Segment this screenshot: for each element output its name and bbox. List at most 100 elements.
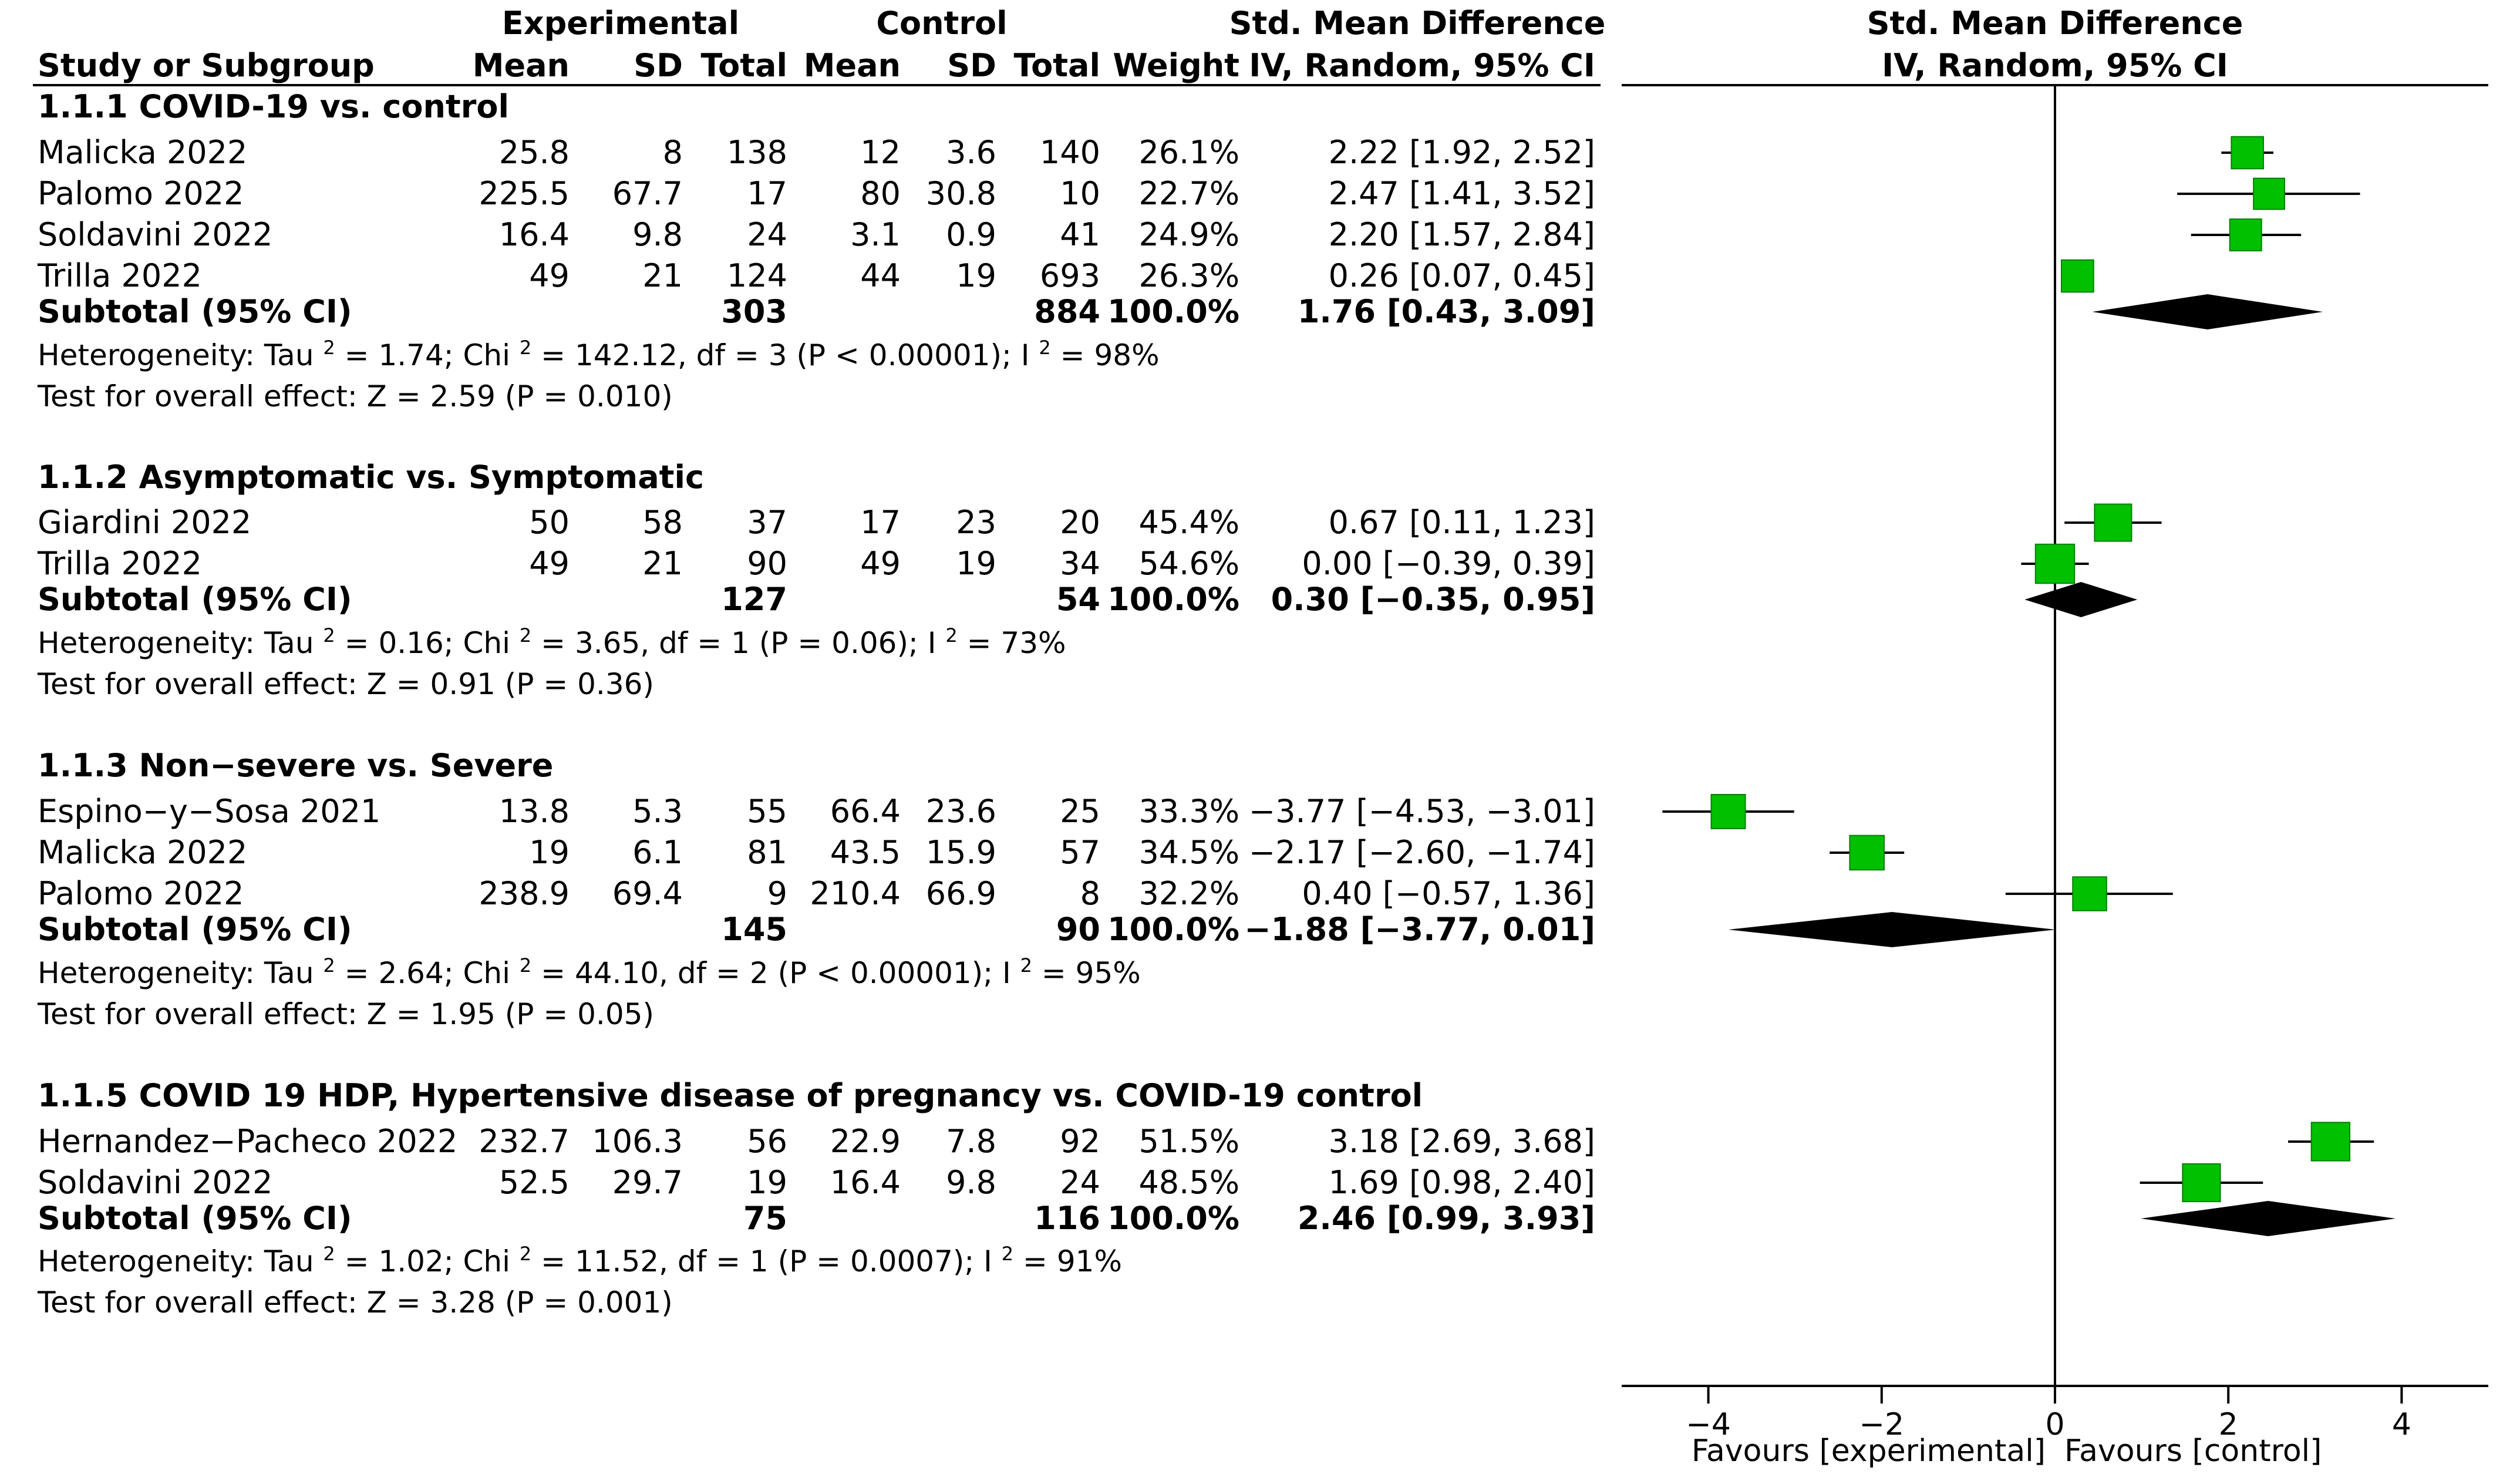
subtotal-total-experimental: 75 <box>743 1200 787 1237</box>
sd-experimental: 21 <box>642 545 683 582</box>
study-name: Palomo 2022 <box>38 175 244 212</box>
total-control: 10 <box>1060 175 1100 212</box>
sd-control: 30.8 <box>926 175 996 212</box>
subtotal-total-experimental: 145 <box>721 911 787 948</box>
mean-control: 210.4 <box>810 875 901 912</box>
study-name: Hernandez−Pacheco 2022 <box>38 1123 457 1160</box>
study-row: Hernandez−Pacheco 2022 232.7 106.3 56 22.9 7.… <box>38 1123 1595 1160</box>
subtotal-label: Subtotal (95% CI) <box>38 1200 352 1237</box>
sd-e-header: SD <box>634 47 683 84</box>
subgroup-title: 1.1.2 Asymptomatic vs. Symptomatic <box>38 459 704 496</box>
study-row: Giardini 2022 50 58 37 17 23 20 45.4% 0.67 [0.11… <box>38 504 1595 541</box>
mean-experimental: 52.5 <box>499 1164 570 1201</box>
heterogeneity-part: = 11.52, df = 1 (P = 0.0007); I <box>531 1244 1002 1278</box>
subtotal-total-experimental: 127 <box>721 581 787 618</box>
subtotal-total-control: 884 <box>1034 293 1100 330</box>
total-control: 34 <box>1060 545 1100 582</box>
weight-header: Weight <box>1113 47 1239 84</box>
total-experimental: 124 <box>727 257 787 294</box>
smd-ci-value: 3.18 [2.69, 3.68] <box>1329 1123 1595 1160</box>
heterogeneity-text: Heterogeneity: Tau 2 = 2.64; Chi 2 = 44.… <box>38 954 1141 990</box>
smd-table-header: Std. Mean Difference <box>1229 5 1606 42</box>
smd-ci-value: 2.20 [1.57, 2.84] <box>1329 216 1595 253</box>
experimental-header: Experimental <box>502 5 739 42</box>
subtotal-label: Subtotal (95% CI) <box>38 581 352 618</box>
smd-ci-value: 2.47 [1.41, 3.52] <box>1329 175 1595 212</box>
subtotal-weight: 100.0% <box>1107 911 1239 948</box>
mean-e-header: Mean <box>473 47 570 84</box>
total-experimental: 37 <box>747 504 787 541</box>
study-estimate-marker <box>2231 136 2264 170</box>
study-name: Trilla 2022 <box>37 257 202 294</box>
heterogeneity-part: = 1.02; Chi <box>335 1244 520 1278</box>
study-estimate-marker <box>2094 503 2132 542</box>
study-estimate-marker <box>2072 876 2107 911</box>
total-c-header: Total <box>1013 47 1100 84</box>
mean-control: 80 <box>860 175 901 212</box>
mean-experimental: 49 <box>529 257 570 294</box>
superscript-two: 2 <box>520 954 531 977</box>
mean-experimental: 49 <box>529 545 570 582</box>
x-tick-label: 4 <box>2392 1407 2411 1442</box>
superscript-two: 2 <box>520 1243 531 1265</box>
heterogeneity-part: = 1.74; Chi <box>335 338 520 372</box>
method-table-header: IV, Random, 95% CI <box>1249 47 1595 84</box>
heterogeneity-part: = 73% <box>958 626 1066 660</box>
heterogeneity-part: = 0.16; Chi <box>335 626 520 660</box>
favours-experimental-label: Favours [experimental] <box>1692 1433 2046 1469</box>
superscript-two: 2 <box>323 624 335 647</box>
total-control: 693 <box>1040 257 1100 294</box>
heterogeneity-part: Heterogeneity: Tau <box>38 1244 323 1278</box>
overall-effect-text: Test for overall effect: Z = 2.59 (P = 0… <box>37 379 673 413</box>
study-column-header: Study or Subgroup <box>38 47 375 84</box>
total-experimental: 81 <box>747 834 787 871</box>
study-row: Trilla 2022 49 21 124 44 19 693 26.3% 0.26 [0.07… <box>37 257 1595 294</box>
total-experimental: 90 <box>747 545 787 582</box>
subtotal-weight: 100.0% <box>1107 293 1239 330</box>
sd-experimental: 67.7 <box>612 175 683 212</box>
study-name: Soldavini 2022 <box>38 1164 272 1201</box>
study-estimate-marker <box>1849 834 1885 871</box>
superscript-two: 2 <box>1002 1243 1013 1265</box>
overall-effect-text: Test for overall effect: Z = 1.95 (P = 0… <box>37 997 654 1031</box>
weight-value: 48.5% <box>1138 1164 1239 1201</box>
smd-plot-header: Std. Mean Difference <box>1867 5 2243 42</box>
subtotal-smd-ci: 2.46 [0.99, 3.93] <box>1298 1200 1595 1237</box>
study-row: Soldavini 2022 52.5 29.7 19 16.4 9.8 24 48.5% 1.… <box>38 1164 1595 1201</box>
study-row: Palomo 2022 238.9 69.4 9 210.4 66.9 8 32.2% 0.40… <box>38 875 1595 912</box>
mean-experimental: 19 <box>529 834 570 871</box>
total-control: 41 <box>1060 216 1100 253</box>
subtotal-smd-ci: 1.76 [0.43, 3.09] <box>1298 293 1595 330</box>
smd-ci-value: 2.22 [1.92, 2.52] <box>1329 134 1595 171</box>
mean-experimental: 238.9 <box>479 875 570 912</box>
subtotal-diamond <box>2092 294 2323 329</box>
sd-control: 19 <box>956 545 996 582</box>
mean-control: 17 <box>860 504 901 541</box>
study-name: Trilla 2022 <box>37 545 202 582</box>
subtotal-smd-ci: 0.30 [−0.35, 0.95] <box>1271 581 1595 618</box>
subgroup-title: 1.1.5 COVID 19 HDP, Hypertensive disease… <box>38 1077 1423 1114</box>
study-estimate-marker <box>2182 1163 2221 1203</box>
superscript-two: 2 <box>1020 954 1032 977</box>
heterogeneity-part: Heterogeneity: Tau <box>38 338 323 372</box>
total-control: 140 <box>1040 134 1100 171</box>
total-experimental: 17 <box>747 175 787 212</box>
sd-control: 66.9 <box>926 875 996 912</box>
mean-control: 49 <box>860 545 901 582</box>
weight-value: 26.1% <box>1138 134 1239 171</box>
superscript-two: 2 <box>945 624 957 647</box>
x-tick-label: 0 <box>2045 1407 2064 1442</box>
subtotal-weight: 100.0% <box>1107 581 1239 618</box>
subgroup-section: 1.1.2 Asymptomatic vs. Symptomatic Giardi… <box>37 459 1595 701</box>
mean-experimental: 232.7 <box>479 1123 570 1160</box>
study-name: Giardini 2022 <box>38 504 251 541</box>
total-control: 20 <box>1060 504 1100 541</box>
overall-effect-text: Test for overall effect: Z = 0.91 (P = 0… <box>37 667 654 701</box>
study-name: Soldavini 2022 <box>38 216 272 253</box>
heterogeneity-part: = 142.12, df = 3 (P < 0.00001); I <box>531 338 1039 372</box>
subgroup-title: 1.1.3 Non−severe vs. Severe <box>38 747 553 784</box>
total-e-header: Total <box>700 47 787 84</box>
sd-experimental: 21 <box>642 257 683 294</box>
study-estimate-marker <box>2229 218 2262 251</box>
smd-ci-value: −3.77 [−4.53, −3.01] <box>1249 793 1595 830</box>
